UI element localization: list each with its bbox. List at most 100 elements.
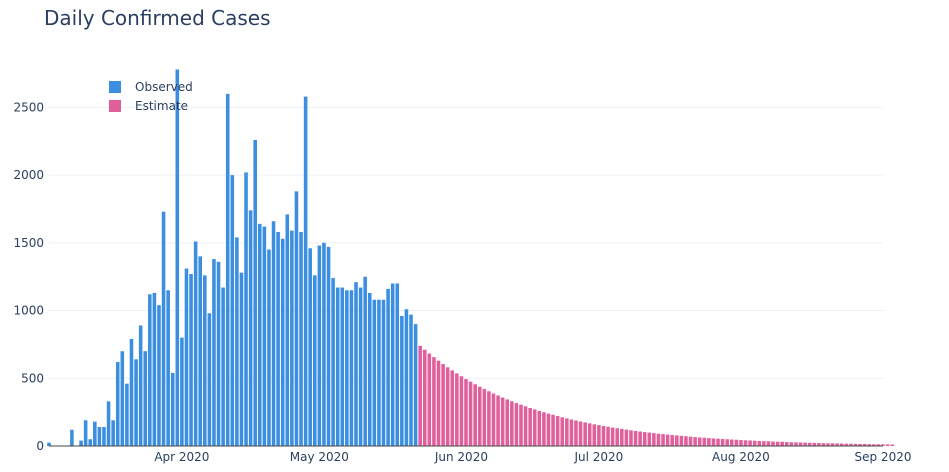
bar-1-27[interactable] <box>542 412 546 446</box>
bar-1-71[interactable] <box>743 440 748 446</box>
bar-1-90[interactable] <box>830 443 835 446</box>
bar-1-49[interactable] <box>642 432 647 446</box>
bar-1-9[interactable] <box>459 376 464 446</box>
bar-0-8[interactable] <box>83 420 88 446</box>
bar-0-49[interactable] <box>271 221 276 446</box>
bar-1-12[interactable] <box>473 384 477 446</box>
bar-1-99[interactable] <box>872 444 876 446</box>
bar-1-47[interactable] <box>633 430 638 446</box>
bar-1-38[interactable] <box>592 424 597 446</box>
bar-1-83[interactable] <box>798 442 803 446</box>
bar-1-18[interactable] <box>500 397 505 446</box>
bar-1-39[interactable] <box>597 425 601 446</box>
bar-0-58[interactable] <box>312 275 317 446</box>
bar-1-85[interactable] <box>807 442 812 446</box>
bar-1-29[interactable] <box>551 414 555 446</box>
bar-0-77[interactable] <box>400 315 404 446</box>
bar-1-73[interactable] <box>752 440 757 446</box>
bar-0-18[interactable] <box>129 339 134 446</box>
bar-1-58[interactable] <box>684 436 688 446</box>
bar-1-16[interactable] <box>491 393 496 446</box>
bar-0-72[interactable] <box>377 299 381 446</box>
bar-0-34[interactable] <box>203 275 207 446</box>
bar-0-73[interactable] <box>381 299 386 446</box>
bar-1-8[interactable] <box>455 373 459 446</box>
bar-0-74[interactable] <box>386 288 390 446</box>
bar-0-36[interactable] <box>212 259 216 446</box>
bar-0-29[interactable] <box>180 337 184 446</box>
bar-0-40[interactable] <box>230 175 235 446</box>
bar-0-57[interactable] <box>308 248 312 446</box>
bar-0-21[interactable] <box>143 351 148 446</box>
bar-0-69[interactable] <box>363 276 367 446</box>
bar-0-67[interactable] <box>354 282 358 446</box>
bar-0-39[interactable] <box>225 93 230 447</box>
bar-1-14[interactable] <box>482 388 487 446</box>
bar-0-25[interactable] <box>161 211 166 446</box>
bar-1-13[interactable] <box>477 386 482 446</box>
bar-1-70[interactable] <box>739 440 743 446</box>
bar-1-59[interactable] <box>688 436 693 446</box>
bar-1-100[interactable] <box>876 444 881 446</box>
bar-0-51[interactable] <box>280 238 285 446</box>
bar-1-37[interactable] <box>587 423 592 446</box>
bar-1-103[interactable] <box>890 444 894 446</box>
bar-0-16[interactable] <box>120 351 125 446</box>
bar-0-43[interactable] <box>244 172 248 446</box>
bar-0-7[interactable] <box>79 440 83 446</box>
bar-0-44[interactable] <box>248 210 253 446</box>
bar-1-67[interactable] <box>725 439 729 446</box>
bar-0-20[interactable] <box>138 325 143 446</box>
bar-1-30[interactable] <box>555 416 560 446</box>
bar-0-48[interactable] <box>267 249 271 446</box>
bar-0-63[interactable] <box>335 287 340 446</box>
bar-1-15[interactable] <box>487 391 491 446</box>
bar-1-10[interactable] <box>464 379 468 446</box>
bar-1-2[interactable] <box>427 353 432 447</box>
bar-1-65[interactable] <box>716 438 720 446</box>
bar-1-86[interactable] <box>812 442 817 446</box>
bar-1-92[interactable] <box>839 443 844 446</box>
bar-0-70[interactable] <box>367 292 372 446</box>
bar-0-22[interactable] <box>148 294 152 446</box>
bar-1-7[interactable] <box>450 370 455 446</box>
bar-0-53[interactable] <box>290 230 294 446</box>
bar-1-77[interactable] <box>771 441 775 446</box>
bar-0-24[interactable] <box>157 305 161 446</box>
bar-0-75[interactable] <box>390 283 395 446</box>
bar-0-78[interactable] <box>404 309 409 446</box>
bar-1-102[interactable] <box>885 444 890 446</box>
bar-1-20[interactable] <box>510 401 514 446</box>
bar-1-60[interactable] <box>693 437 697 446</box>
bar-0-65[interactable] <box>345 290 349 446</box>
bar-1-0[interactable] <box>418 345 422 446</box>
bar-1-96[interactable] <box>858 443 862 446</box>
bar-1-94[interactable] <box>849 443 853 446</box>
bar-1-81[interactable] <box>789 442 794 446</box>
bar-0-33[interactable] <box>198 256 202 446</box>
bar-1-36[interactable] <box>583 422 587 446</box>
bar-1-97[interactable] <box>862 443 867 446</box>
bar-0-76[interactable] <box>395 283 400 446</box>
bar-0-60[interactable] <box>322 242 326 446</box>
bar-1-78[interactable] <box>775 441 780 446</box>
bar-1-40[interactable] <box>601 425 606 446</box>
bar-0-35[interactable] <box>207 313 212 446</box>
bar-0-42[interactable] <box>239 272 244 446</box>
bar-1-80[interactable] <box>784 442 789 446</box>
bar-0-46[interactable] <box>258 223 262 446</box>
bar-0-56[interactable] <box>303 96 308 446</box>
bar-1-23[interactable] <box>523 406 528 446</box>
bar-1-54[interactable] <box>665 434 670 446</box>
bar-1-45[interactable] <box>624 429 629 446</box>
bar-0-41[interactable] <box>235 237 239 446</box>
bar-1-55[interactable] <box>670 435 674 446</box>
bar-1-57[interactable] <box>679 435 684 446</box>
bar-0-59[interactable] <box>317 245 322 446</box>
bar-0-27[interactable] <box>170 372 175 446</box>
bar-1-34[interactable] <box>574 420 578 446</box>
bar-0-17[interactable] <box>125 383 129 446</box>
bar-1-19[interactable] <box>505 399 510 446</box>
bar-1-25[interactable] <box>532 409 537 446</box>
bar-0-30[interactable] <box>184 268 189 446</box>
